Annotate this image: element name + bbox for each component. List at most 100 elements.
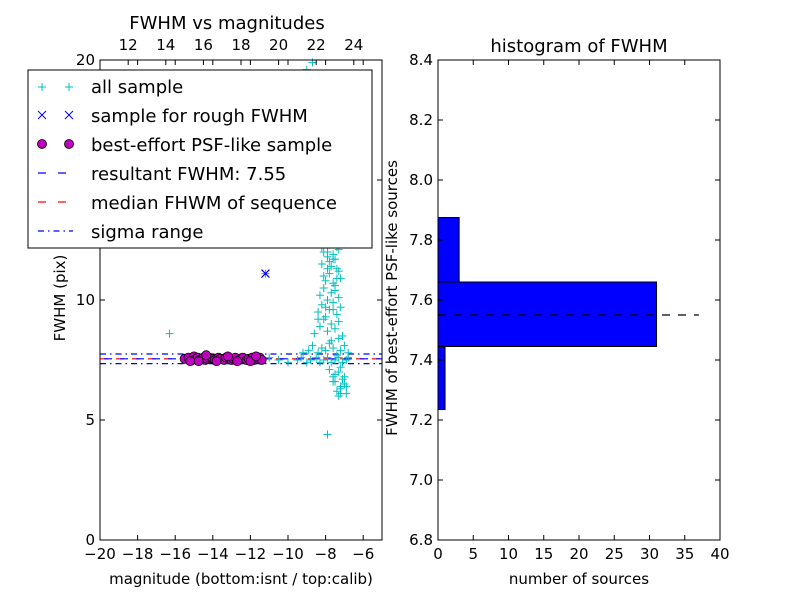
- all-sample-point: [325, 269, 334, 278]
- x-tick-label: −10: [272, 545, 304, 563]
- histogram-x-ticks: 0 5 10 15 20 25 30 35 40: [433, 60, 730, 563]
- all-sample-point: [312, 353, 321, 362]
- best-sample-point: [193, 356, 204, 367]
- top-x-ticks: 12 14 16 18 20 22 24: [119, 36, 363, 65]
- y-tick-label: 8.4: [409, 51, 433, 69]
- all-sample-point: [340, 380, 349, 388]
- best-sample-point: [251, 351, 261, 362]
- y-tick-label: 7.4: [409, 351, 433, 369]
- top-tick-label: 16: [194, 36, 213, 54]
- legend-entry-median: median FHWM of sequence: [38, 193, 337, 214]
- y-tick-label: 10: [76, 291, 95, 309]
- rough-sample-point: [261, 269, 270, 279]
- all-sample-point: [334, 334, 343, 343]
- all-sample-point: [344, 348, 353, 357]
- all-sample-point: [315, 291, 324, 300]
- all-sample-point: [329, 372, 338, 381]
- x-tick-label: 30: [640, 545, 659, 563]
- best-sample-point: [232, 356, 243, 367]
- histogram-panel: 0 5 10 15 20 25 30 35 40 6.8 7.0 7.2 7.4 7.6 7.8 8.0 8.…: [383, 36, 730, 588]
- top-tick-label: 18: [231, 36, 250, 54]
- all-sample-point: [329, 344, 338, 352]
- histogram-bar: [437, 346, 446, 410]
- all-sample-point: [334, 267, 343, 276]
- top-tick-label: 14: [156, 36, 175, 54]
- all-sample-point: [327, 320, 336, 328]
- all-sample-point: [336, 363, 345, 372]
- top-tick-label: 12: [119, 36, 138, 54]
- all-sample-point: [321, 276, 330, 285]
- all-sample-point: [274, 356, 283, 364]
- x-tick-label: 5: [468, 545, 478, 563]
- rough-sample-points: [261, 269, 270, 279]
- all-sample-point: [314, 315, 323, 324]
- all-sample-point: [323, 248, 332, 256]
- all-sample-point: [325, 365, 334, 374]
- legend-entry-all-sample: all sample: [38, 77, 183, 98]
- best-sample-point: [185, 356, 196, 367]
- legend-label-resultant: resultant FWHM: 7.55: [91, 164, 286, 185]
- all-sample-point: [323, 296, 332, 304]
- top-tick-label: 20: [269, 36, 288, 54]
- all-sample-point: [331, 324, 339, 333]
- x-tick-label: 35: [675, 545, 694, 563]
- legend-entry-sigma: sigma range: [38, 222, 203, 243]
- best-sample-point: [211, 356, 222, 367]
- all-sample-point: [165, 329, 174, 338]
- all-sample-point: [332, 351, 341, 360]
- all-sample-point: [336, 303, 345, 312]
- all-sample-point: [334, 368, 343, 376]
- all-sample-point: [314, 348, 323, 357]
- all-sample-point: [332, 274, 341, 283]
- all-sample-point: [308, 341, 317, 350]
- histogram-y-ticks: 6.8 7.0 7.2 7.4 7.6 7.8 8.0 8.2 8.4: [409, 51, 720, 549]
- all-sample-point: [323, 327, 332, 336]
- y-tick-label: 8.0: [409, 171, 433, 189]
- all-sample-point: [310, 329, 319, 338]
- all-sample-point: [319, 272, 328, 280]
- best-sample-points: [179, 350, 267, 367]
- all-sample-point: [329, 255, 338, 264]
- all-sample-point: [319, 284, 328, 292]
- x-tick-label: −14: [197, 545, 229, 563]
- all-sample-point: [265, 353, 274, 362]
- legend: all sample sample for rough FWHM best-ef…: [27, 69, 373, 249]
- all-sample-point: [317, 260, 326, 268]
- all-sample-point: [321, 303, 330, 312]
- y-tick-label: 0: [85, 531, 95, 549]
- all-sample-point: [284, 358, 292, 367]
- all-sample-point: [304, 346, 313, 355]
- all-sample-point: [329, 305, 338, 314]
- x-tick-label: −6: [352, 545, 374, 563]
- all-sample-point: [340, 341, 349, 350]
- scatter-title: FWHM vs magnitudes: [129, 13, 324, 34]
- all-sample-point: [321, 312, 330, 321]
- x-tick-label: −18: [122, 545, 154, 563]
- x-tick-label: 40: [710, 545, 729, 563]
- all-sample-point: [323, 353, 332, 362]
- bottom-x-ticks: −20 −18 −16 −14 −12 −10 −8 −6: [84, 60, 374, 563]
- x-tick-label: 25: [605, 545, 624, 563]
- histogram-bar: [437, 217, 460, 283]
- legend-marker-circle: [37, 139, 74, 149]
- all-sample-point: [323, 430, 332, 439]
- best-sample-point: [201, 350, 212, 361]
- histogram-ylabel: FWHM of best-effort PSF-like sources: [383, 160, 401, 436]
- x-tick-label: −16: [159, 545, 191, 563]
- scatter-ylabel: FWHM (pix): [51, 255, 69, 342]
- all-sample-point: [331, 377, 339, 386]
- x-tick-label: −20: [84, 545, 116, 563]
- best-sample-point: [222, 351, 233, 362]
- all-sample-point: [334, 317, 343, 326]
- y-tick-label: 6.8: [409, 531, 433, 549]
- all-sample-point: [331, 286, 339, 295]
- scatter-panel: −20 −18 −16 −14 −12 −10 −8 −6 12 14 16 18 20 22 24 0 5…: [27, 13, 383, 588]
- top-tick-label: 22: [307, 36, 326, 54]
- histogram-bar: [437, 281, 658, 347]
- y-tick-label: 7.0: [409, 471, 433, 489]
- top-tick-label: 24: [344, 36, 363, 54]
- all-sample-point: [315, 322, 324, 331]
- y-tick-label: 8.2: [409, 111, 433, 129]
- all-sample-point: [342, 389, 351, 398]
